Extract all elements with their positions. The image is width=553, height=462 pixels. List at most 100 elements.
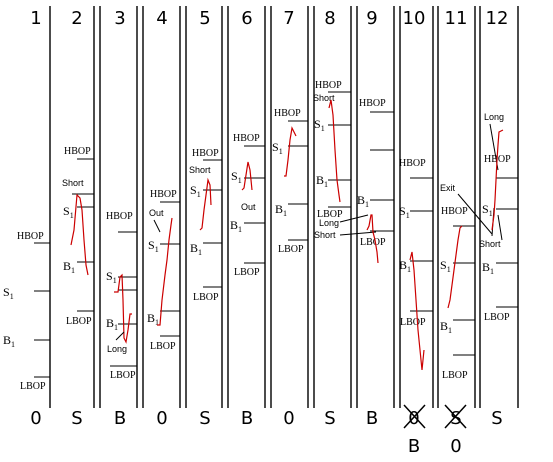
lbop-label: LBOP — [278, 244, 304, 255]
price-path — [241, 161, 253, 191]
bottom-label: 0 — [30, 408, 41, 429]
hbop-label: HBOP — [359, 98, 386, 109]
annotation-long: Long — [319, 218, 339, 228]
hbop-label: HBOP — [399, 158, 426, 169]
lbop-label: LBOP — [110, 370, 136, 381]
strikethrough-mark — [444, 404, 467, 429]
column-8: HBOP Short S1 B1 LBOP — [313, 80, 351, 220]
hbop-label: HBOP — [106, 211, 133, 222]
hbop-label: HBOP — [315, 80, 342, 91]
annotation-short: Short — [479, 239, 501, 249]
price-path — [157, 217, 173, 326]
column-10: HBOP S1 B1 LBOP — [399, 158, 433, 371]
hbop-label: HBOP — [192, 148, 219, 159]
annotation-arrow — [457, 193, 493, 235]
bottom-label: B — [366, 408, 378, 429]
annotation-arrow — [153, 219, 161, 233]
b1-label: B1 — [399, 258, 411, 274]
column-number: 6 — [241, 8, 252, 29]
s1-label: S1 — [482, 202, 493, 218]
s1-label: S1 — [272, 140, 283, 156]
b1-label: B1 — [482, 260, 494, 276]
b1-label: B1 — [190, 241, 202, 257]
bottom-label: B — [114, 408, 126, 429]
bottom-label: S — [450, 408, 461, 429]
hbop-label: HBOP — [441, 206, 468, 217]
bottom-label: S — [324, 408, 335, 429]
price-path — [491, 129, 504, 231]
bottom-label: S — [199, 408, 210, 429]
column-number: 7 — [283, 8, 294, 29]
column-2: HBOP Short S1 B1 LBOP — [62, 146, 94, 327]
bottom-label: 0 — [156, 408, 167, 429]
column-number: 11 — [445, 8, 468, 29]
column-numbers: 1 2 3 4 5 6 7 8 9 10 11 12 — [30, 8, 508, 29]
annotation-arrow — [115, 331, 125, 341]
hbop-label: HBOP — [150, 189, 177, 200]
annotation-arrow — [497, 214, 503, 241]
column-11: Exit HBOP S1 B1 LBOP Short — [440, 183, 501, 381]
column-3: HBOP S1 B1 Long LBOP — [106, 211, 137, 381]
b1-label: B1 — [230, 218, 242, 234]
s1-label: S1 — [63, 204, 74, 220]
annotation-out: Out — [241, 202, 256, 212]
replacement-label: 0 — [450, 436, 461, 457]
price-path — [328, 99, 341, 203]
lbop-label: LBOP — [400, 317, 426, 328]
bottom-label: 0 — [408, 408, 419, 429]
lbop-label: LBOP — [484, 312, 510, 323]
lbop-label: LBOP — [150, 341, 176, 352]
price-path — [114, 273, 132, 344]
column-6: HBOP S1 Out B1 LBOP — [230, 133, 265, 278]
s1-label: S1 — [190, 183, 201, 199]
hbop-label: HBOP — [233, 133, 260, 144]
column-number: 12 — [486, 8, 509, 29]
column-number: 10 — [403, 8, 426, 29]
price-path — [409, 251, 425, 371]
hbop-label: HBOP — [17, 231, 44, 242]
lbop-label: LBOP — [66, 316, 92, 327]
annotation-short: Short — [62, 178, 84, 188]
s1-label: S1 — [399, 204, 410, 220]
replacement-label: B — [408, 436, 420, 457]
column-1: HBOP S1 B1 LBOP — [3, 231, 50, 392]
b1-label: B1 — [275, 202, 287, 218]
bottom-label: S — [491, 408, 502, 429]
column-4: HBOP Out S1 B1 LBOP — [147, 189, 180, 352]
hbop-label: HBOP — [64, 146, 91, 157]
lbop-label: LBOP — [193, 292, 219, 303]
price-path — [447, 225, 463, 309]
s1-label: S1 — [231, 169, 242, 185]
b1-label: B1 — [440, 319, 452, 335]
bottom-label: 0 — [283, 408, 294, 429]
s1-label: S1 — [314, 117, 325, 133]
column-number: 3 — [114, 8, 125, 29]
bottom-label: S — [71, 408, 82, 429]
b1-label: B1 — [357, 193, 369, 209]
strikethrough-mark — [403, 404, 426, 429]
price-path — [70, 193, 89, 276]
lbop-label: LBOP — [442, 370, 468, 381]
s1-label: S1 — [440, 258, 451, 274]
lbop-label: LBOP — [20, 381, 46, 392]
lbop-label: LBOP — [234, 267, 260, 278]
column-number: 5 — [199, 8, 210, 29]
price-path — [284, 126, 297, 177]
bottom-label: B — [241, 408, 253, 429]
annotation-short: Short — [313, 93, 335, 103]
lbop-label: LBOP — [317, 209, 343, 220]
b1-label: B1 — [3, 333, 15, 349]
column-number: 1 — [30, 8, 41, 29]
price-path — [199, 177, 212, 231]
s1-label: S1 — [106, 269, 117, 285]
column-12: Long HBOP S1 B1 LBOP — [482, 112, 518, 323]
column-number: 8 — [324, 8, 335, 29]
s1-label: S1 — [3, 285, 14, 301]
annotation-out: Out — [149, 208, 164, 218]
annotation-short: Short — [189, 165, 211, 175]
annotation-exit: Exit — [440, 183, 456, 193]
annotation-long: Long — [107, 344, 127, 354]
b1-label: B1 — [316, 173, 328, 189]
annotation-short: Short — [314, 230, 336, 240]
